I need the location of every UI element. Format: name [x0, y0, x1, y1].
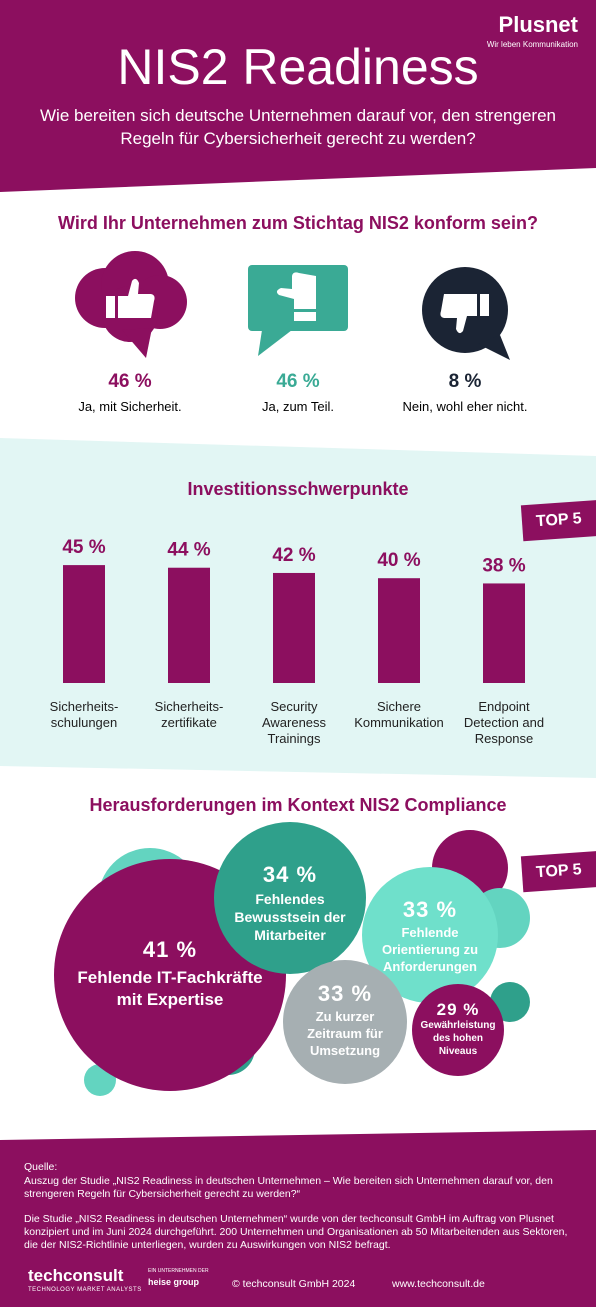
logo-partner-prefix: EIN UNTERNEHMEN DER: [148, 1268, 209, 1274]
category-label: Sicherheits-schulungen: [49, 699, 119, 730]
challenge-value: 41 %: [142, 937, 198, 962]
footer-band: [0, 1130, 596, 1307]
bubble-decoration: [54, 822, 530, 1096]
value-label: 38 %: [482, 555, 525, 576]
bar: [168, 567, 210, 683]
bar-chart: 45 % 44 % 42 % 40 % 38 %: [62, 537, 526, 683]
poll-label: Ja, zum Teil.: [261, 399, 334, 414]
poll-value: 8 %: [448, 371, 482, 392]
challenge-bubble: 34 % Fehlendes Bewusstsein der Mitarbeit…: [225, 840, 355, 970]
challenge-label: Fehlende IT-Fachkräfte mit Expertise: [77, 968, 263, 1009]
poll-question: Wird Ihr Unternehmen zum Stichtag NIS2 k…: [58, 213, 538, 233]
challenge-value: 29 %: [436, 999, 480, 1019]
value-label: 45 %: [62, 537, 105, 558]
source-label: Quelle:: [24, 1161, 58, 1173]
challenge-bubble: 33 % Zu kurzer Zeitraum für Umsetzung: [295, 972, 395, 1072]
bar: [63, 565, 105, 683]
category-label: Security Awareness Trainings: [261, 699, 327, 746]
challenge-bubble: 41 % Fehlende IT-Fachkräfte mit Expertis…: [75, 880, 265, 1070]
poll-label: Nein, wohl eher nicht.: [402, 399, 528, 414]
brand: Plusnet: [498, 12, 578, 37]
challenge-label: Fehlendes Bewusstsein der Mitarbeiter: [234, 891, 346, 943]
poll-value: 46 %: [276, 371, 320, 392]
chart-title: Investitionsschwerpunkte: [187, 479, 409, 499]
poll-value: 46 %: [108, 371, 152, 392]
challenge-bubble: 33 % Fehlende Orientierung zu Anforderun…: [372, 880, 488, 996]
logo: techconsult: [28, 1266, 124, 1285]
challenge-label: Fehlende Orientierung zu Anforderungen: [381, 925, 479, 974]
bar: [483, 583, 525, 683]
category-label: Sichere Kommunikation: [354, 699, 444, 730]
challenge-value: 33 %: [317, 981, 373, 1006]
challenge-bubble: 29 % Gewährleistung des hohen Niveaus: [420, 992, 496, 1068]
icon-thumb-down: [422, 267, 510, 360]
subtitle: Wie bereiten sich deutsche Unternehmen d…: [40, 106, 556, 148]
url: www.techconsult.de: [392, 1278, 485, 1290]
poll-label: Ja, mit Sicherheit.: [78, 399, 182, 414]
icon-thumb-side: [248, 265, 348, 356]
badge: TOP 5: [520, 849, 596, 893]
bar: [378, 578, 420, 683]
title: NIS2 Readiness: [117, 39, 479, 95]
challenge-value: 34 %: [262, 862, 318, 887]
value-label: 40 %: [377, 550, 420, 571]
challenge-label: Gewährleistung des hohen Niveaus: [420, 1019, 496, 1057]
copyright: © techconsult GmbH 2024: [232, 1278, 356, 1290]
brand-tagline: Wir leben Kommunikation: [486, 40, 578, 49]
bar: [273, 572, 315, 683]
icon-thumb-up: [75, 251, 187, 358]
category-label: Endpoint Detection and Response: [463, 699, 545, 746]
value-label: 44 %: [167, 540, 210, 561]
study-note: Die Studie „NIS2 Readiness in deutschen …: [24, 1213, 568, 1251]
challenge-value: 33 %: [402, 897, 458, 922]
logo-partner: heise group: [148, 1277, 200, 1287]
value-label: 42 %: [272, 545, 315, 566]
source: Auszug der Studie „NIS2 Readiness in deu…: [24, 1175, 553, 1200]
section-title: Herausforderungen im Kontext NIS2 Compli…: [89, 795, 507, 815]
logo-tagline: TECHNOLOGY MARKET ANALYSTS: [28, 1287, 142, 1293]
category-label: Sicherheits-zertifikate: [154, 699, 224, 730]
header-band: [0, 0, 596, 192]
challenge-label: Zu kurzer Zeitraum für Umsetzung: [307, 1009, 383, 1058]
